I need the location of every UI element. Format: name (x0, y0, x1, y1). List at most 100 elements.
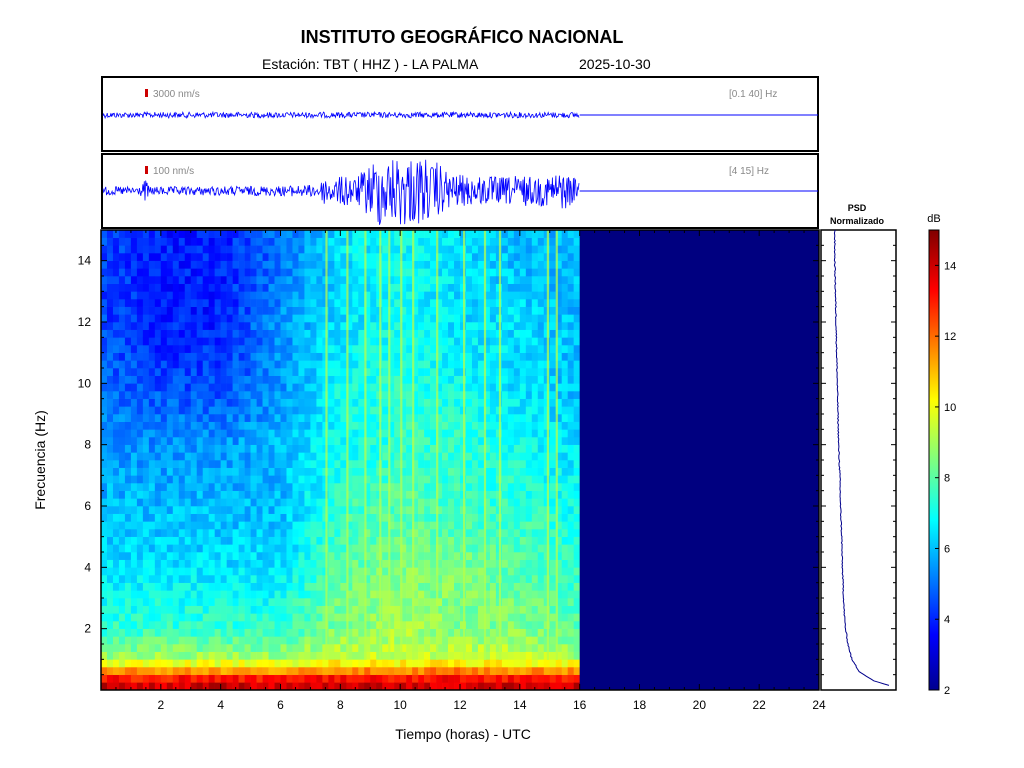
spectrogram-cell (334, 360, 341, 369)
spectrogram-cell (501, 245, 509, 254)
spectrogram-cell (561, 421, 568, 430)
spectrogram-cell (280, 245, 287, 254)
spectrogram-cell (184, 276, 192, 284)
spectrogram-cell (471, 667, 479, 675)
spectrogram-cell (214, 667, 221, 675)
spectrogram-cell (214, 467, 221, 476)
spectrogram-cell (310, 414, 317, 422)
spectrogram-cell (442, 544, 449, 553)
spectrogram-cell (406, 682, 413, 691)
spectrogram-cell (567, 559, 574, 568)
spectrogram-cell (148, 391, 156, 399)
spectrogram-cell (250, 575, 257, 583)
spectrogram-cell (448, 314, 455, 323)
spectrogram-cell (388, 306, 395, 315)
spectrogram-cell (448, 429, 455, 438)
spectrogram-cell (148, 322, 156, 330)
scale-bar-filtered (145, 166, 148, 174)
spectrogram-cell (531, 605, 539, 614)
spectrogram-cell (340, 483, 347, 491)
spectrogram-cell (202, 460, 209, 468)
spectrogram-cell (274, 682, 281, 691)
spectrogram-cell (304, 414, 311, 422)
spectrogram-cell (142, 467, 150, 476)
spectrogram-cell (202, 452, 209, 461)
spectrogram-cell (208, 506, 215, 514)
spectrogram-cell (214, 283, 221, 292)
spectrogram-cell (340, 421, 347, 430)
spectrogram-cell (334, 598, 341, 606)
spectrogram-cell (298, 299, 305, 307)
spectrogram-cell (513, 621, 521, 629)
spectrogram-cell (226, 276, 233, 284)
spectrogram-cell (280, 598, 287, 606)
spectrogram-cell (465, 582, 473, 591)
spectrogram-cell (382, 329, 389, 338)
spectrogram-cell (412, 490, 419, 499)
spectrogram-cell (220, 674, 227, 683)
spectrogram-cell (280, 605, 287, 614)
spectrogram-cell (418, 429, 425, 438)
spectrogram-cell (465, 467, 473, 476)
spectrogram-cell (232, 253, 239, 261)
spectrogram-cell (489, 483, 497, 491)
spectrogram-cell (531, 559, 539, 568)
spectrogram-cell (436, 383, 443, 392)
spectrogram-cell (382, 490, 389, 499)
spectrogram-cell (124, 467, 132, 476)
spectrogram-cell (106, 345, 114, 353)
spectrogram-cell (136, 391, 144, 399)
spectrogram-cell (220, 375, 227, 384)
spectrogram-cell (286, 575, 293, 583)
spectrogram-cell (160, 368, 168, 376)
spectrogram-cell (352, 521, 359, 530)
spectrogram-cell (388, 483, 395, 491)
spectrogram-cell (364, 268, 371, 277)
spectrogram-cell (340, 651, 347, 660)
spectrogram-cell (412, 268, 419, 277)
spectrogram-cell (364, 575, 371, 583)
spectrogram-cell (280, 437, 287, 445)
spectrogram-cell (160, 314, 168, 323)
spectrogram-cell (124, 559, 132, 568)
spectrogram-cell (364, 644, 371, 652)
spectrogram-cell (268, 291, 275, 300)
spectrogram-cell (310, 682, 317, 691)
spectrogram-cell (346, 682, 353, 691)
spectrogram-cell (148, 352, 156, 361)
spectrogram-cell (448, 483, 455, 491)
spectrogram-cell (274, 437, 281, 445)
spectrogram-cell (465, 559, 473, 568)
spectrogram-cell (465, 544, 473, 553)
spectrogram-cell (208, 529, 215, 537)
spectrogram-cell (388, 521, 395, 530)
spectrogram-cell (160, 628, 168, 637)
spectrogram-cell (124, 613, 132, 622)
spectrogram-cell (166, 544, 174, 553)
spectrogram-cell (340, 268, 347, 277)
spectrogram-cell (226, 552, 233, 560)
spectrogram-cell (101, 521, 108, 530)
spectrogram-cell (364, 291, 371, 300)
spectrogram-cell (442, 536, 449, 545)
spectrogram-cell (561, 452, 568, 461)
spectrogram-cell (334, 421, 341, 430)
spectrogram-cell (112, 299, 120, 307)
spectrogram-cell (573, 314, 580, 323)
spectrogram-cell (334, 498, 341, 507)
spectrogram-cell (501, 590, 509, 599)
spectrogram-cell (202, 475, 209, 484)
spectrogram-cell (406, 383, 413, 392)
spectrogram-cell (477, 544, 485, 553)
spectrogram-cell (310, 659, 317, 668)
spectrogram-cell (214, 245, 221, 254)
spectrogram-cell (561, 429, 568, 438)
spectrogram-cell (148, 536, 156, 545)
spectrogram-cell (412, 329, 419, 338)
spectrogram-cell (340, 498, 347, 507)
spectrogram-cell (442, 237, 449, 246)
spectrogram-cell (190, 536, 198, 545)
spectrogram-cell (256, 651, 263, 660)
spectrogram-cell (280, 552, 287, 560)
spectrogram-cell (262, 598, 269, 606)
